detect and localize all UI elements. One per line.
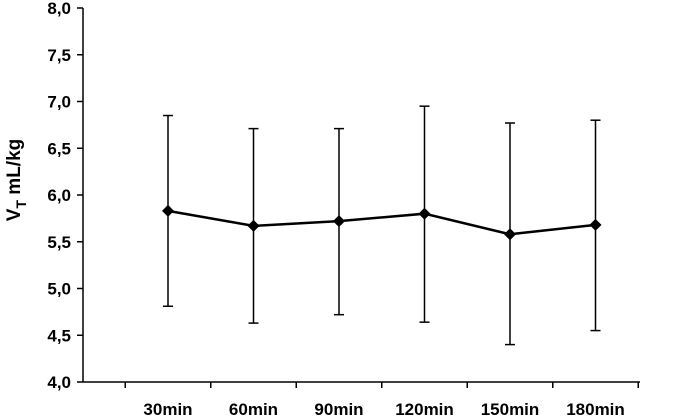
y-tick-label: 4,5	[47, 326, 71, 345]
data-point-marker	[162, 204, 174, 217]
y-tick-label: 5,5	[47, 233, 71, 252]
data-point-marker	[418, 207, 431, 220]
data-markers	[162, 204, 602, 241]
x-axis: 30min 60min 90min 120min 150min 180min	[83, 381, 640, 418]
data-point-marker	[333, 215, 345, 228]
data-point-marker	[247, 219, 260, 232]
y-axis-title-subscript: T	[13, 200, 29, 209]
y-axis: 4,0 4,5 5,0 5,5 6,0 6,5 7,0 7,5 8,0	[47, 0, 84, 392]
y-tick-label: 6,5	[47, 139, 71, 158]
x-tick-label: 30min	[143, 400, 192, 418]
data-point-marker	[589, 218, 602, 231]
y-tick-label: 7,5	[47, 46, 71, 65]
y-tick-label: 5,0	[47, 280, 71, 299]
x-tick-label: 90min	[314, 400, 363, 418]
x-tick-label: 180min	[566, 400, 625, 418]
y-tick-label: 8,0	[47, 0, 71, 18]
x-ticks: 30min 60min 90min 120min 150min 180min	[124, 382, 639, 418]
x-tick-label: 120min	[395, 400, 454, 418]
series-line	[167, 209, 596, 236]
y-axis-title-rest: mL/kg	[4, 139, 25, 200]
x-tick-label: 150min	[481, 400, 540, 418]
y-tick-label: 7,0	[47, 93, 71, 112]
y-axis-title: VT mL/kg	[4, 139, 29, 221]
error-bars	[163, 105, 601, 346]
x-tick-label: 60min	[229, 400, 278, 418]
y-tick-label: 4,0	[47, 373, 71, 392]
y-tick-label: 6,0	[47, 186, 71, 205]
y-ticks: 4,0 4,5 5,0 5,5 6,0 6,5 7,0 7,5 8,0	[47, 0, 83, 392]
data-point-marker	[504, 228, 516, 241]
y-axis-title-main: V	[4, 208, 25, 221]
